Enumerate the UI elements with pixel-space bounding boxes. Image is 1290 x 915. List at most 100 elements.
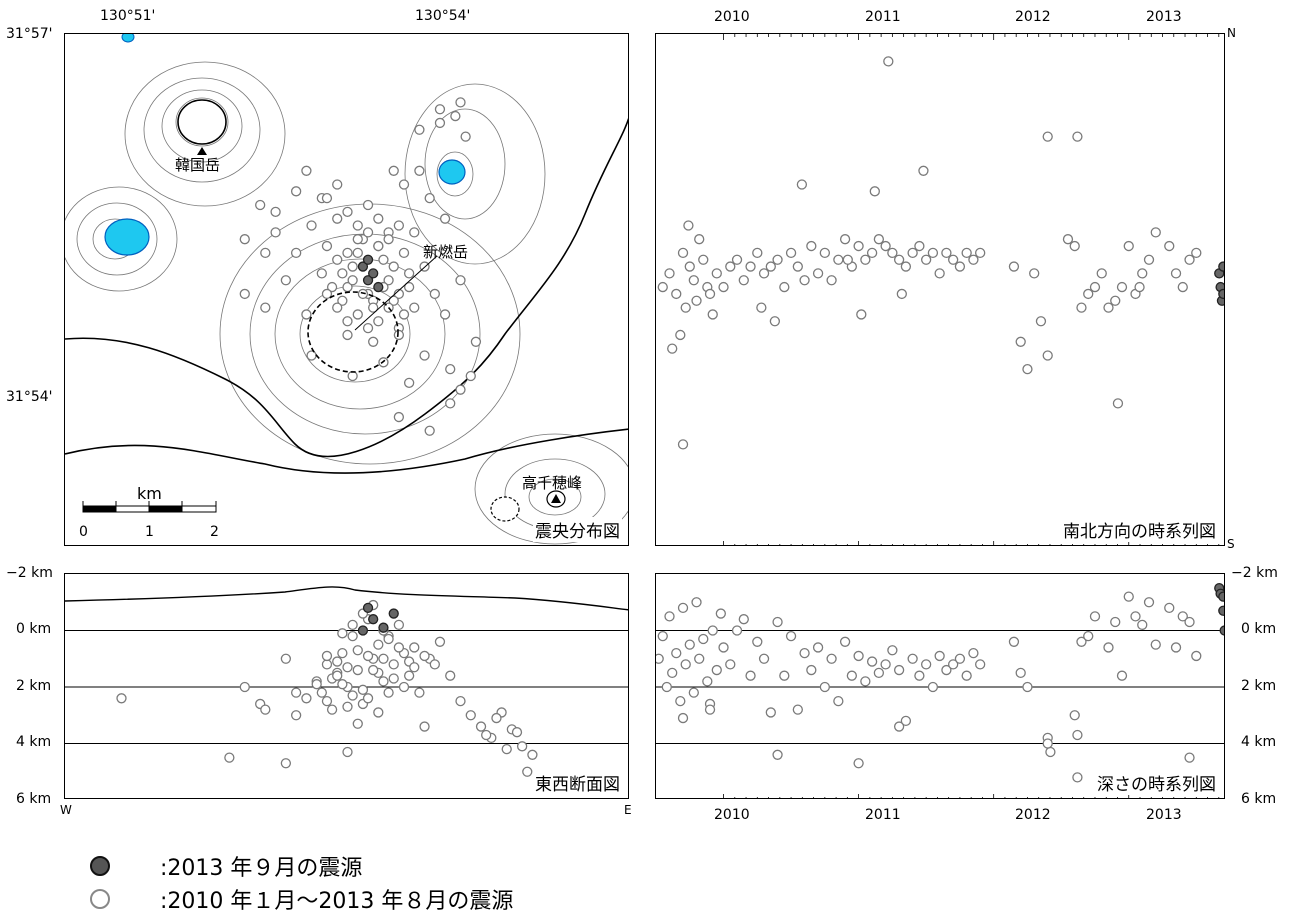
hypocenter-point (657, 281, 668, 293)
hypocenter-point (725, 261, 736, 272)
hypocenter-point (1008, 261, 1020, 272)
hypocenter-point (419, 650, 430, 662)
ew-cross-section-panel: 東西断面図 (64, 573, 629, 799)
hypocenter-point (893, 254, 905, 265)
crater-lake (121, 34, 135, 43)
contour-line (124, 61, 286, 207)
ew-depth-6: 6 km (16, 791, 52, 807)
hypocenter-point (1134, 281, 1145, 293)
hypocenter-point (455, 384, 466, 395)
ew-depth-0: 0 km (16, 621, 52, 637)
hypocenter-point (255, 199, 266, 211)
hypocenter-point (677, 247, 689, 259)
hypocenter-point (1137, 619, 1148, 630)
hypocenter-point (270, 227, 281, 238)
hypocenter-point (357, 288, 369, 300)
hypocenter-point (522, 766, 533, 777)
hypocenter-point (352, 718, 363, 729)
hypocenter-point (853, 758, 864, 769)
hypocenter-point (698, 633, 709, 645)
hypocenter-point (301, 309, 312, 320)
hypocenter-point (806, 240, 817, 252)
hypocenter-point (1112, 398, 1124, 409)
west-label: W (60, 803, 72, 817)
lon-label-1: 130°51' (100, 8, 156, 24)
dt-axes (656, 630, 1224, 798)
hypocenter-point (260, 704, 271, 715)
hypocenter-point (516, 741, 528, 752)
hypocenter-point (745, 670, 756, 681)
hypocenter-point (316, 687, 327, 698)
hypocenter-point (833, 695, 844, 707)
hypocenter-point (927, 681, 939, 693)
hypocenter-point (342, 701, 353, 712)
hypocenter-point (698, 254, 709, 265)
hypocenter-point (1062, 234, 1074, 245)
hypocenter-point (388, 659, 399, 670)
hypocenter-point (403, 377, 415, 388)
lat-label-1: 31°57' (6, 26, 53, 42)
hypocenter-point (920, 254, 932, 265)
ns-year-2011: 2011 (865, 9, 901, 25)
hypocenter-point (470, 336, 482, 347)
hypocenter-point (337, 647, 348, 659)
hypocenter-point (707, 309, 718, 320)
hypocenter-point (419, 350, 430, 361)
hypocenter-point (439, 309, 451, 320)
ew-title: 東西断面図 (533, 770, 622, 795)
hypocenter-point (664, 268, 675, 279)
hypocenter-point (1015, 667, 1026, 679)
dt-depth-0: 0 km (1241, 621, 1277, 637)
hypocenter-point (475, 721, 487, 732)
hypocenter-point (1042, 738, 1053, 749)
contour-line (274, 258, 446, 410)
hypocenter-point (388, 261, 399, 272)
hypocenter-point (1137, 268, 1148, 279)
hypocenter-point (342, 746, 353, 758)
hypocenter-point (239, 288, 250, 300)
hypocenter-point (711, 268, 722, 279)
hypocenter-point (688, 687, 699, 698)
hypocenter-point (362, 199, 374, 211)
hypocenter-point (968, 647, 979, 659)
hypocenter-point (301, 693, 312, 704)
hypocenter-point (1076, 302, 1087, 313)
hypocenter-point (388, 295, 399, 306)
hypocenter-point (961, 670, 972, 681)
map-title: 震央分布図 (533, 517, 622, 542)
hypocenter-point (398, 309, 410, 320)
hypocenter-point (260, 247, 271, 259)
hypocenter-point (954, 261, 966, 272)
hypocenter-point (900, 261, 912, 272)
ew-points (116, 599, 538, 777)
hypocenter-point (424, 193, 435, 204)
hypocenter-point (675, 695, 686, 707)
hypocenter-point (738, 614, 749, 625)
peak-triangle-takachihonomine (551, 494, 561, 503)
hypocenter-point (731, 254, 743, 265)
hypocenter-point-recent (357, 625, 369, 636)
hypocenter-point (511, 727, 523, 738)
hypocenter-point (1042, 350, 1053, 361)
hypocenter-point (290, 186, 302, 197)
hypocenter-point (948, 254, 959, 265)
ns-points (657, 56, 1224, 450)
legend-older-text: :2010 年１月～2013 年８月の震源 (160, 889, 514, 914)
hypocenter-point (853, 650, 864, 662)
hypocenter-point (321, 650, 333, 662)
hypocenter-point (321, 240, 333, 252)
hypocenter-point (792, 261, 803, 272)
hypocenter-point (839, 636, 851, 647)
hypocenter-point (270, 206, 281, 217)
hypocenter-point (373, 707, 384, 718)
legend-open-circle-icon (90, 889, 110, 909)
dt-depth-6: 6 km (1241, 791, 1277, 807)
hypocenter-point (680, 659, 691, 670)
legend-filled-circle-icon (90, 856, 110, 876)
hypocenter-point (1177, 281, 1188, 293)
hypocenter-point (337, 295, 348, 306)
hypocenter-point (326, 281, 338, 293)
hypocenter-point (893, 664, 905, 676)
hypocenter-point (429, 659, 440, 670)
hypocenter-point (316, 268, 327, 279)
